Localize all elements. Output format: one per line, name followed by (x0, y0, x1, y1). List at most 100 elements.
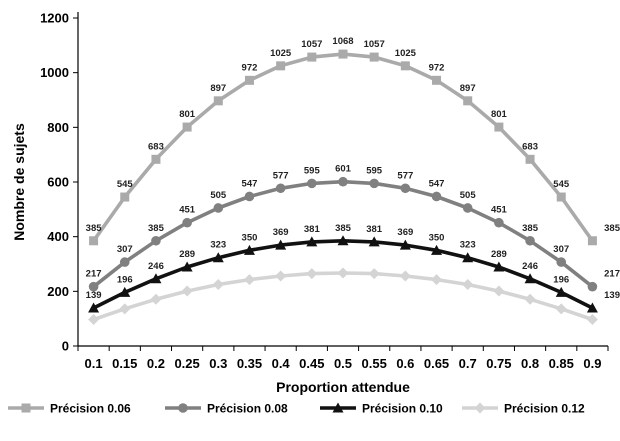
x-tick-label: 0.75 (486, 356, 511, 371)
data-point (462, 203, 473, 213)
data-label: 246 (148, 261, 164, 272)
data-point (369, 52, 379, 62)
series-line (92, 52, 594, 242)
data-point (243, 274, 255, 286)
data-label: 369 (397, 227, 413, 238)
data-point (151, 154, 161, 164)
data-point (88, 302, 100, 313)
series-4 (88, 267, 598, 325)
y-tick-label: 200 (47, 284, 69, 299)
data-point (586, 302, 598, 313)
data-point (244, 75, 254, 85)
data-label: 972 (242, 62, 258, 73)
data-label: 683 (522, 141, 538, 152)
data-point (151, 235, 161, 246)
axes: 0 200 400 600 800 1000 1200 0.1 0.15 0.2 0.25 0.3 0.… (40, 11, 609, 371)
data-point (400, 183, 411, 194)
x-tick-label: 0.7 (459, 356, 477, 371)
data-point (243, 244, 255, 255)
series-2 (88, 176, 598, 292)
data-label: 381 (304, 224, 321, 235)
data-point (525, 154, 535, 164)
data-point (524, 293, 536, 305)
data-point (306, 236, 318, 247)
y-axis-title: Nombre de sujets (11, 123, 27, 241)
data-point (462, 279, 474, 290)
data-point (275, 270, 287, 282)
data-label: 972 (429, 62, 445, 73)
data-point (244, 191, 255, 202)
data-label: 196 (117, 274, 133, 285)
data-label: 451 (179, 205, 196, 216)
x-tick-label: 0.65 (424, 356, 449, 371)
data-point (307, 178, 317, 189)
data-point (119, 257, 130, 267)
data-point (306, 268, 318, 280)
y-tick-label: 1200 (40, 11, 69, 26)
data-label: 505 (210, 190, 227, 201)
data-point (493, 261, 505, 272)
legend-item: Précision 0.08 (165, 402, 288, 416)
data-point (120, 192, 130, 202)
data-point (213, 96, 223, 106)
data-point (88, 281, 99, 292)
data-label: 289 (179, 249, 195, 260)
data-point (432, 75, 442, 85)
data-point (150, 293, 162, 305)
data-point (212, 279, 224, 290)
data-label: 547 (429, 178, 445, 189)
x-tick-label: 0.5 (334, 356, 352, 371)
data-label: 385 (86, 223, 103, 234)
data-label: 217 (604, 269, 620, 280)
legend-marker (474, 402, 486, 414)
data-label: 139 (604, 290, 620, 301)
data-label: 246 (522, 261, 538, 272)
legend-marker (21, 403, 31, 413)
data-point (338, 49, 348, 59)
data-label: 1057 (364, 39, 385, 50)
data-point (181, 261, 193, 272)
y-tick-label: 1000 (40, 65, 69, 80)
y-tick-label: 400 (47, 229, 69, 244)
legend: Précision 0.06 Précision 0.08 Précision 0.… (8, 402, 585, 416)
data-point (431, 244, 443, 255)
data-point (555, 303, 567, 315)
data-label: 1025 (395, 48, 417, 59)
data-point (89, 236, 99, 246)
data-label: 505 (460, 190, 477, 201)
data-point (182, 217, 192, 228)
data-point (275, 183, 286, 194)
data-label: 595 (304, 165, 321, 176)
y-tick-label: 600 (47, 175, 69, 190)
data-label: 323 (460, 240, 476, 251)
legend-marker (178, 403, 188, 413)
data-labels: 385 545 683 801 897 972 1025 1057 1068 1057 1025 97… (86, 36, 620, 301)
data-label: 547 (242, 178, 258, 189)
data-point (524, 273, 536, 284)
x-tick-label: 0.8 (521, 356, 539, 371)
data-point (462, 252, 474, 263)
data-label: 1068 (332, 36, 353, 47)
series-line (93, 271, 593, 322)
x-tick-label: 0.85 (549, 356, 574, 371)
y-tick-label: 800 (47, 120, 69, 135)
data-point (555, 286, 567, 297)
x-tick-label: 0.9 (583, 356, 601, 371)
data-label: 139 (86, 290, 102, 301)
data-label: 451 (491, 205, 508, 216)
legend-label: Précision 0.10 (362, 402, 443, 416)
data-label: 601 (335, 164, 352, 175)
data-label: 385 (604, 223, 620, 234)
data-label: 323 (210, 240, 226, 251)
data-label: 381 (366, 224, 383, 235)
data-label: 385 (335, 223, 352, 234)
legend-label: Précision 0.06 (50, 402, 131, 416)
data-point (337, 235, 349, 246)
data-label: 897 (460, 83, 476, 94)
data-point (587, 281, 598, 292)
data-point (119, 286, 131, 297)
data-point (212, 252, 224, 263)
data-point (338, 176, 348, 187)
